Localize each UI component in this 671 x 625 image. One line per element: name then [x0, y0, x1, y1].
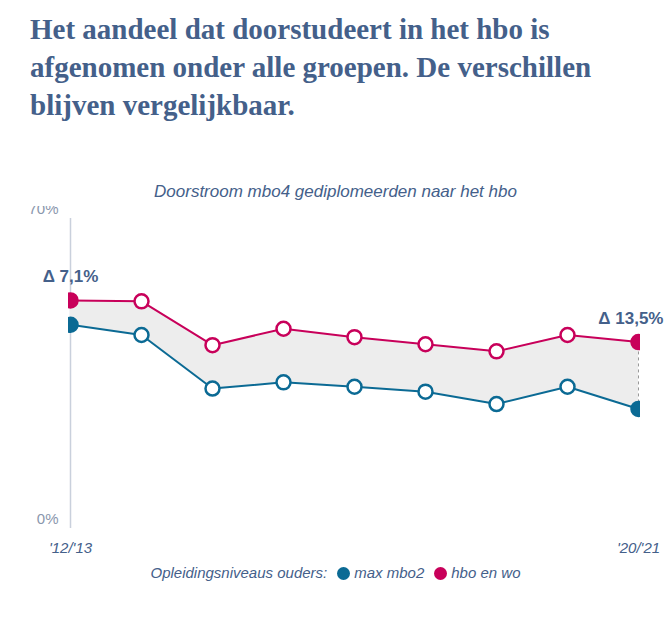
svg-text:70%: 70% — [28, 206, 58, 217]
html-text:max mbo2: max mbo2 — [354, 564, 425, 581]
svg-text:Δ 13,5%: Δ 13,5% — [598, 308, 663, 327]
svg-text:'12/'13: '12/'13 — [49, 539, 93, 556]
html-text:hbo en wo: hbo en wo — [451, 564, 521, 581]
html-text:Het aandeel dat doorstudeert i: Het aandeel dat doorstudeert in het hbo … — [30, 13, 592, 121]
html-text:Opleidingsniveaus ouders:: Opleidingsniveaus ouders: — [150, 564, 328, 581]
html-text:Doorstroom mbo4 gediplomeerden: Doorstroom mbo4 gediplomeerden naar het … — [154, 182, 517, 201]
svg-text:'20/'21: '20/'21 — [617, 539, 660, 556]
svg-text:0%: 0% — [37, 510, 59, 527]
svg-text:Δ 7,1%: Δ 7,1% — [43, 267, 99, 286]
